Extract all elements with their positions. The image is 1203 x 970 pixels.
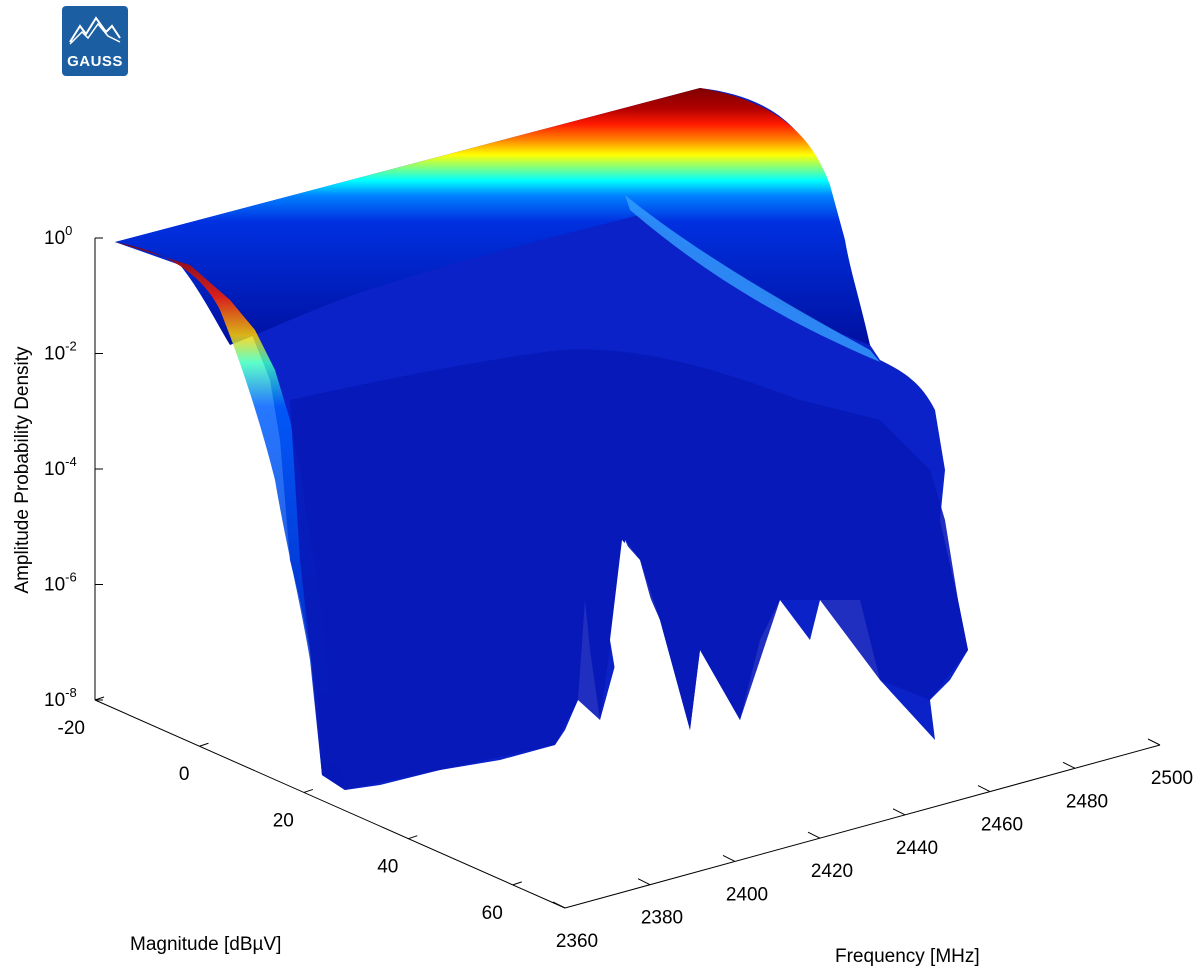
- z-axis-title: Amplitude Probability Density: [12, 346, 33, 594]
- frequency-tick-mark: [892, 808, 906, 816]
- magnitude-tick-mark: [303, 788, 314, 793]
- frequency-tick-label: 2500: [1151, 768, 1193, 789]
- density-tick-label: 10-6: [44, 570, 77, 596]
- frequency-tick-label: 2360: [556, 931, 598, 952]
- frequency-tick-label: 2440: [896, 838, 938, 859]
- frequency-tick-mark: [807, 831, 821, 839]
- magnitude-axis-line: [94, 699, 566, 909]
- density-tick-label: 100: [44, 223, 72, 249]
- logo-text: GAUSS: [67, 53, 123, 70]
- magnitude-tick-mark: [199, 742, 209, 747]
- magnitude-axis-title: Magnitude [dBµV]: [130, 934, 281, 955]
- frequency-tick-mark: [1147, 738, 1161, 746]
- frequency-tick-label: 2380: [641, 908, 683, 929]
- surface-top: [115, 88, 870, 345]
- frequency-tick-mark: [977, 785, 991, 793]
- frequency-tick-label: 2420: [811, 861, 853, 882]
- frequency-tick-mark: [722, 854, 736, 862]
- magnitude-tick-label: 60: [482, 903, 503, 924]
- magnitude-tick-mark: [408, 835, 418, 840]
- magnitude-axis-ticks: -20 0 20 40 60: [58, 696, 522, 924]
- magnitude-tick-label: 20: [273, 810, 294, 831]
- magnitude-tick-mark: [512, 881, 522, 886]
- magnitude-tick-label: 0: [179, 764, 190, 785]
- frequency-tick-label: 2460: [981, 815, 1023, 836]
- frequency-axis-title: Frequency [MHz]: [835, 946, 980, 967]
- gauss-logo: GAUSS: [62, 6, 128, 76]
- surface-lower-body: [290, 349, 968, 790]
- magnitude-tick-label: 40: [377, 857, 398, 878]
- density-tick-label: 10-2: [44, 339, 77, 365]
- frequency-tick-label: 2480: [1066, 791, 1108, 812]
- frequency-tick-label: 2400: [726, 884, 768, 905]
- mountain-logo-icon: [69, 16, 121, 45]
- frequency-tick-mark: [552, 901, 566, 909]
- surface: [115, 88, 968, 790]
- magnitude-tick-mark: [94, 696, 105, 701]
- density-tick-label: 10-4: [44, 454, 77, 480]
- frequency-axis-ticks: 2360 2380 2400 2420 2440 2460 2480 2500: [552, 738, 1193, 952]
- surface-white-wedge: [610, 540, 662, 720]
- frequency-tick-mark: [1062, 761, 1076, 769]
- frequency-axis-line: [564, 744, 1161, 909]
- signal-ridge: [625, 195, 880, 362]
- density-tick-label: 10-8: [44, 685, 77, 711]
- frequency-tick-mark: [637, 878, 651, 886]
- density-axis-ticks: 100 10-2 10-4 10-6 10-8: [44, 223, 103, 711]
- magnitude-tick-label: -20: [58, 718, 85, 739]
